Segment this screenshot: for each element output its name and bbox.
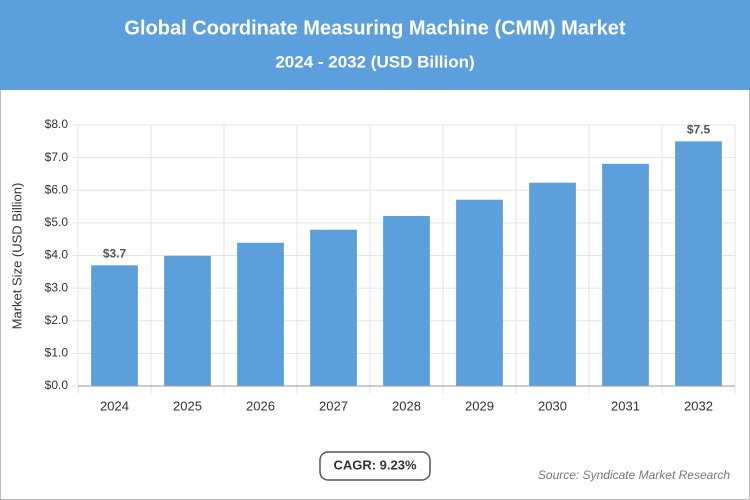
y-tick-label: $7.0 [45, 150, 69, 164]
y-tick-label: $2.0 [45, 313, 69, 327]
header-band [0, 0, 750, 90]
cagr-box [319, 451, 431, 481]
y-tick-label: $6.0 [45, 182, 69, 196]
value-label: $3.7 [103, 246, 127, 260]
y-axis-label: Market Size (USD Billion) [9, 183, 24, 330]
bar [164, 255, 211, 386]
bar [310, 229, 357, 386]
bar [383, 216, 430, 386]
x-tick-label: 2032 [684, 398, 713, 413]
chart-subtitle: 2024 - 2032 (USD Billion) [275, 52, 474, 71]
cagr-label: CAGR: 9.23% [333, 457, 417, 472]
source-note: Source: Syndicate Market Research [538, 468, 730, 482]
bar [237, 242, 284, 386]
x-tick-label: 2028 [392, 398, 421, 413]
y-tick-label: $1.0 [45, 346, 69, 360]
y-tick-label: $5.0 [45, 215, 69, 229]
x-tick-label: 2025 [173, 398, 202, 413]
x-tick-label: 2031 [611, 398, 640, 413]
x-tick-label: 2027 [319, 398, 348, 413]
chart-title: Global Coordinate Measuring Machine (CMM… [124, 17, 626, 39]
bar [602, 163, 649, 386]
y-tick-label: $3.0 [45, 280, 69, 294]
y-tick-label: $0.0 [45, 378, 69, 392]
value-label: $7.5 [687, 122, 711, 136]
x-tick-label: 2026 [246, 398, 275, 413]
x-tick-label: 2024 [100, 398, 129, 413]
bar [675, 141, 722, 386]
x-tick-label: 2029 [465, 398, 494, 413]
y-tick-label: $4.0 [45, 248, 69, 262]
bar [456, 199, 503, 386]
x-tick-label: 2030 [538, 398, 567, 413]
bar [529, 182, 576, 386]
y-tick-label: $8.0 [45, 117, 69, 131]
bar [91, 265, 138, 386]
